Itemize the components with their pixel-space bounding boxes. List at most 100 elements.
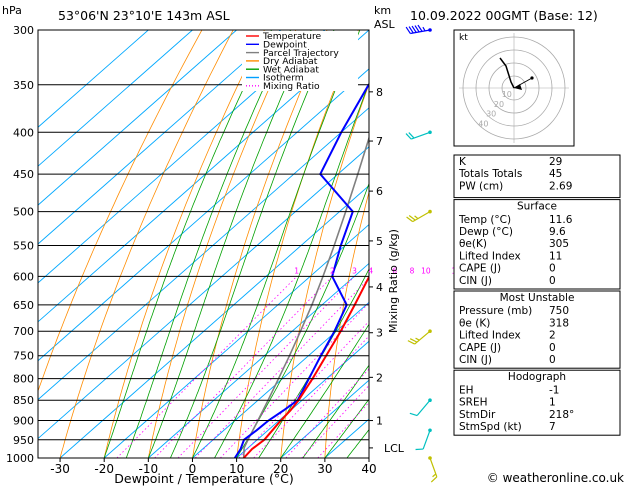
height-tick-label: 6 (376, 185, 383, 198)
pressure-axis: 300 350 400 450 500 550 600 650 700 750 800 850 900 9… (6, 24, 34, 465)
wind-barb-flag (430, 476, 438, 483)
height-tick-label: 7 (376, 135, 383, 148)
mixing-ratio-label: 8 (410, 266, 415, 275)
isotherm-line (38, 30, 326, 284)
isotherm-line (38, 30, 237, 206)
indices-panel: K 29 Totals Totals 45 PW (cm) 2.69 Surface Temp… (453, 154, 621, 436)
wind-barb-dot (428, 28, 432, 32)
indices-value: 11.6 (549, 214, 573, 226)
isotherm-line (236, 340, 369, 458)
isotherm-lines (38, 30, 369, 458)
pressure-tick-label: 950 (13, 434, 34, 447)
pressure-tick-label: 450 (13, 168, 34, 181)
mixing-ratio-line (177, 276, 355, 458)
wind-barb (405, 24, 432, 35)
wind-barbs (405, 24, 438, 483)
indices-label: SREH (459, 397, 488, 409)
pressure-tick-label: 750 (13, 350, 34, 363)
indices-value: 9.6 (549, 226, 566, 238)
temp-tick-label: 0 (189, 462, 197, 476)
x-axis-label: Dewpoint / Temperature (°C) (114, 471, 293, 486)
wind-barb-half (414, 215, 419, 220)
legend-label: Mixing Ratio (263, 81, 320, 92)
pressure-tick-label: 650 (13, 299, 34, 312)
temp-tick-label: -10 (138, 462, 158, 476)
wind-barb-flag (408, 215, 416, 221)
pressure-tick-label: 400 (13, 126, 34, 139)
wind-barb (409, 398, 432, 417)
isotherm-line (192, 301, 369, 458)
mixing-ratio-label: 1 (294, 266, 299, 275)
mixing-ratio-label: 4 (368, 266, 373, 275)
wind-barb-staff (411, 131, 431, 140)
isotherm-line (38, 30, 282, 245)
wet-adiabat-line (324, 398, 369, 458)
isotherm-line (103, 223, 369, 458)
profile-temperature (242, 274, 369, 458)
pressure-tick-label: 500 (13, 206, 34, 219)
dry-adiabat-line (38, 30, 203, 393)
indices-value: 305 (549, 238, 569, 250)
pressure-tick-label: 350 (13, 79, 34, 92)
wind-barb-half (422, 26, 426, 32)
height-tick-label: 1 (376, 415, 383, 428)
temp-tick-label: -20 (94, 462, 114, 476)
profile-parcel-trajectory (242, 135, 369, 458)
wind-barb-flag (408, 26, 414, 34)
hodograph-ring-label: 20 (494, 100, 504, 109)
mixing-ratio-line (317, 401, 369, 458)
legend-label: Parcel Trajectory (263, 48, 339, 59)
wind-barb-staff (422, 430, 431, 450)
hodograph-arrow (514, 84, 522, 90)
wind-barb-dot (428, 329, 432, 334)
indices-value: 0 (549, 263, 556, 275)
wind-barb-dot (428, 456, 432, 460)
indices-value: 1 (549, 397, 556, 409)
asl-label: ASL (374, 18, 396, 31)
indices-label: CIN (J) (459, 275, 492, 287)
isotherm-line (59, 185, 369, 458)
wind-barb-half (432, 473, 437, 478)
hpa-label: hPa (2, 4, 22, 17)
legend-label: Dry Adiabat (263, 56, 318, 67)
indices-label: θe(K) (459, 238, 487, 250)
wind-barb-staff (412, 211, 431, 223)
indices-block-title: Hodograph (508, 371, 566, 383)
legend-box (242, 31, 358, 91)
indices-value: 7 (549, 421, 556, 433)
wet-adiabat-line (147, 30, 312, 458)
wind-barb-staff (410, 29, 431, 35)
indices-value: 0 (549, 275, 556, 287)
height-tick-label: 3 (376, 327, 383, 340)
wind-barb-flag (409, 412, 418, 417)
pressure-tick-label: 900 (13, 415, 34, 428)
isotherm-line (38, 30, 193, 167)
wind-barb-dot (428, 209, 432, 214)
isotherm-line (38, 68, 369, 362)
isotherm-line (38, 107, 369, 401)
indices-value: 0 (549, 354, 556, 366)
indices-label: Totals Totals (458, 168, 522, 180)
indices-block-title: Most Unstable (500, 292, 575, 304)
pressure-tick-label: 700 (13, 325, 34, 338)
mixing-ratio-label: 2 (330, 266, 335, 275)
wind-barb-staff (414, 330, 431, 345)
hodograph-kt-label: kt (459, 33, 468, 43)
pressure-tick-label: 300 (13, 24, 34, 37)
mixing-ratio-line (154, 276, 333, 458)
isotherm-line (148, 262, 369, 458)
indices-label: Temp (°C) (458, 214, 511, 226)
temp-tick-label: 30 (317, 462, 332, 476)
hodograph-ring-label: 40 (478, 119, 488, 128)
pressure-tick-label: 600 (13, 270, 34, 283)
indices-label: Lifted Index (459, 250, 521, 262)
indices-block-hodograph (453, 369, 621, 436)
mixing-ratio-line (194, 277, 369, 458)
indices-block-unstable (453, 290, 621, 369)
indices-label: Pressure (mb) (459, 305, 532, 317)
indices-label: EH (459, 384, 474, 396)
indices-value: 750 (549, 305, 569, 317)
indices-label: θe (K) (459, 317, 490, 329)
